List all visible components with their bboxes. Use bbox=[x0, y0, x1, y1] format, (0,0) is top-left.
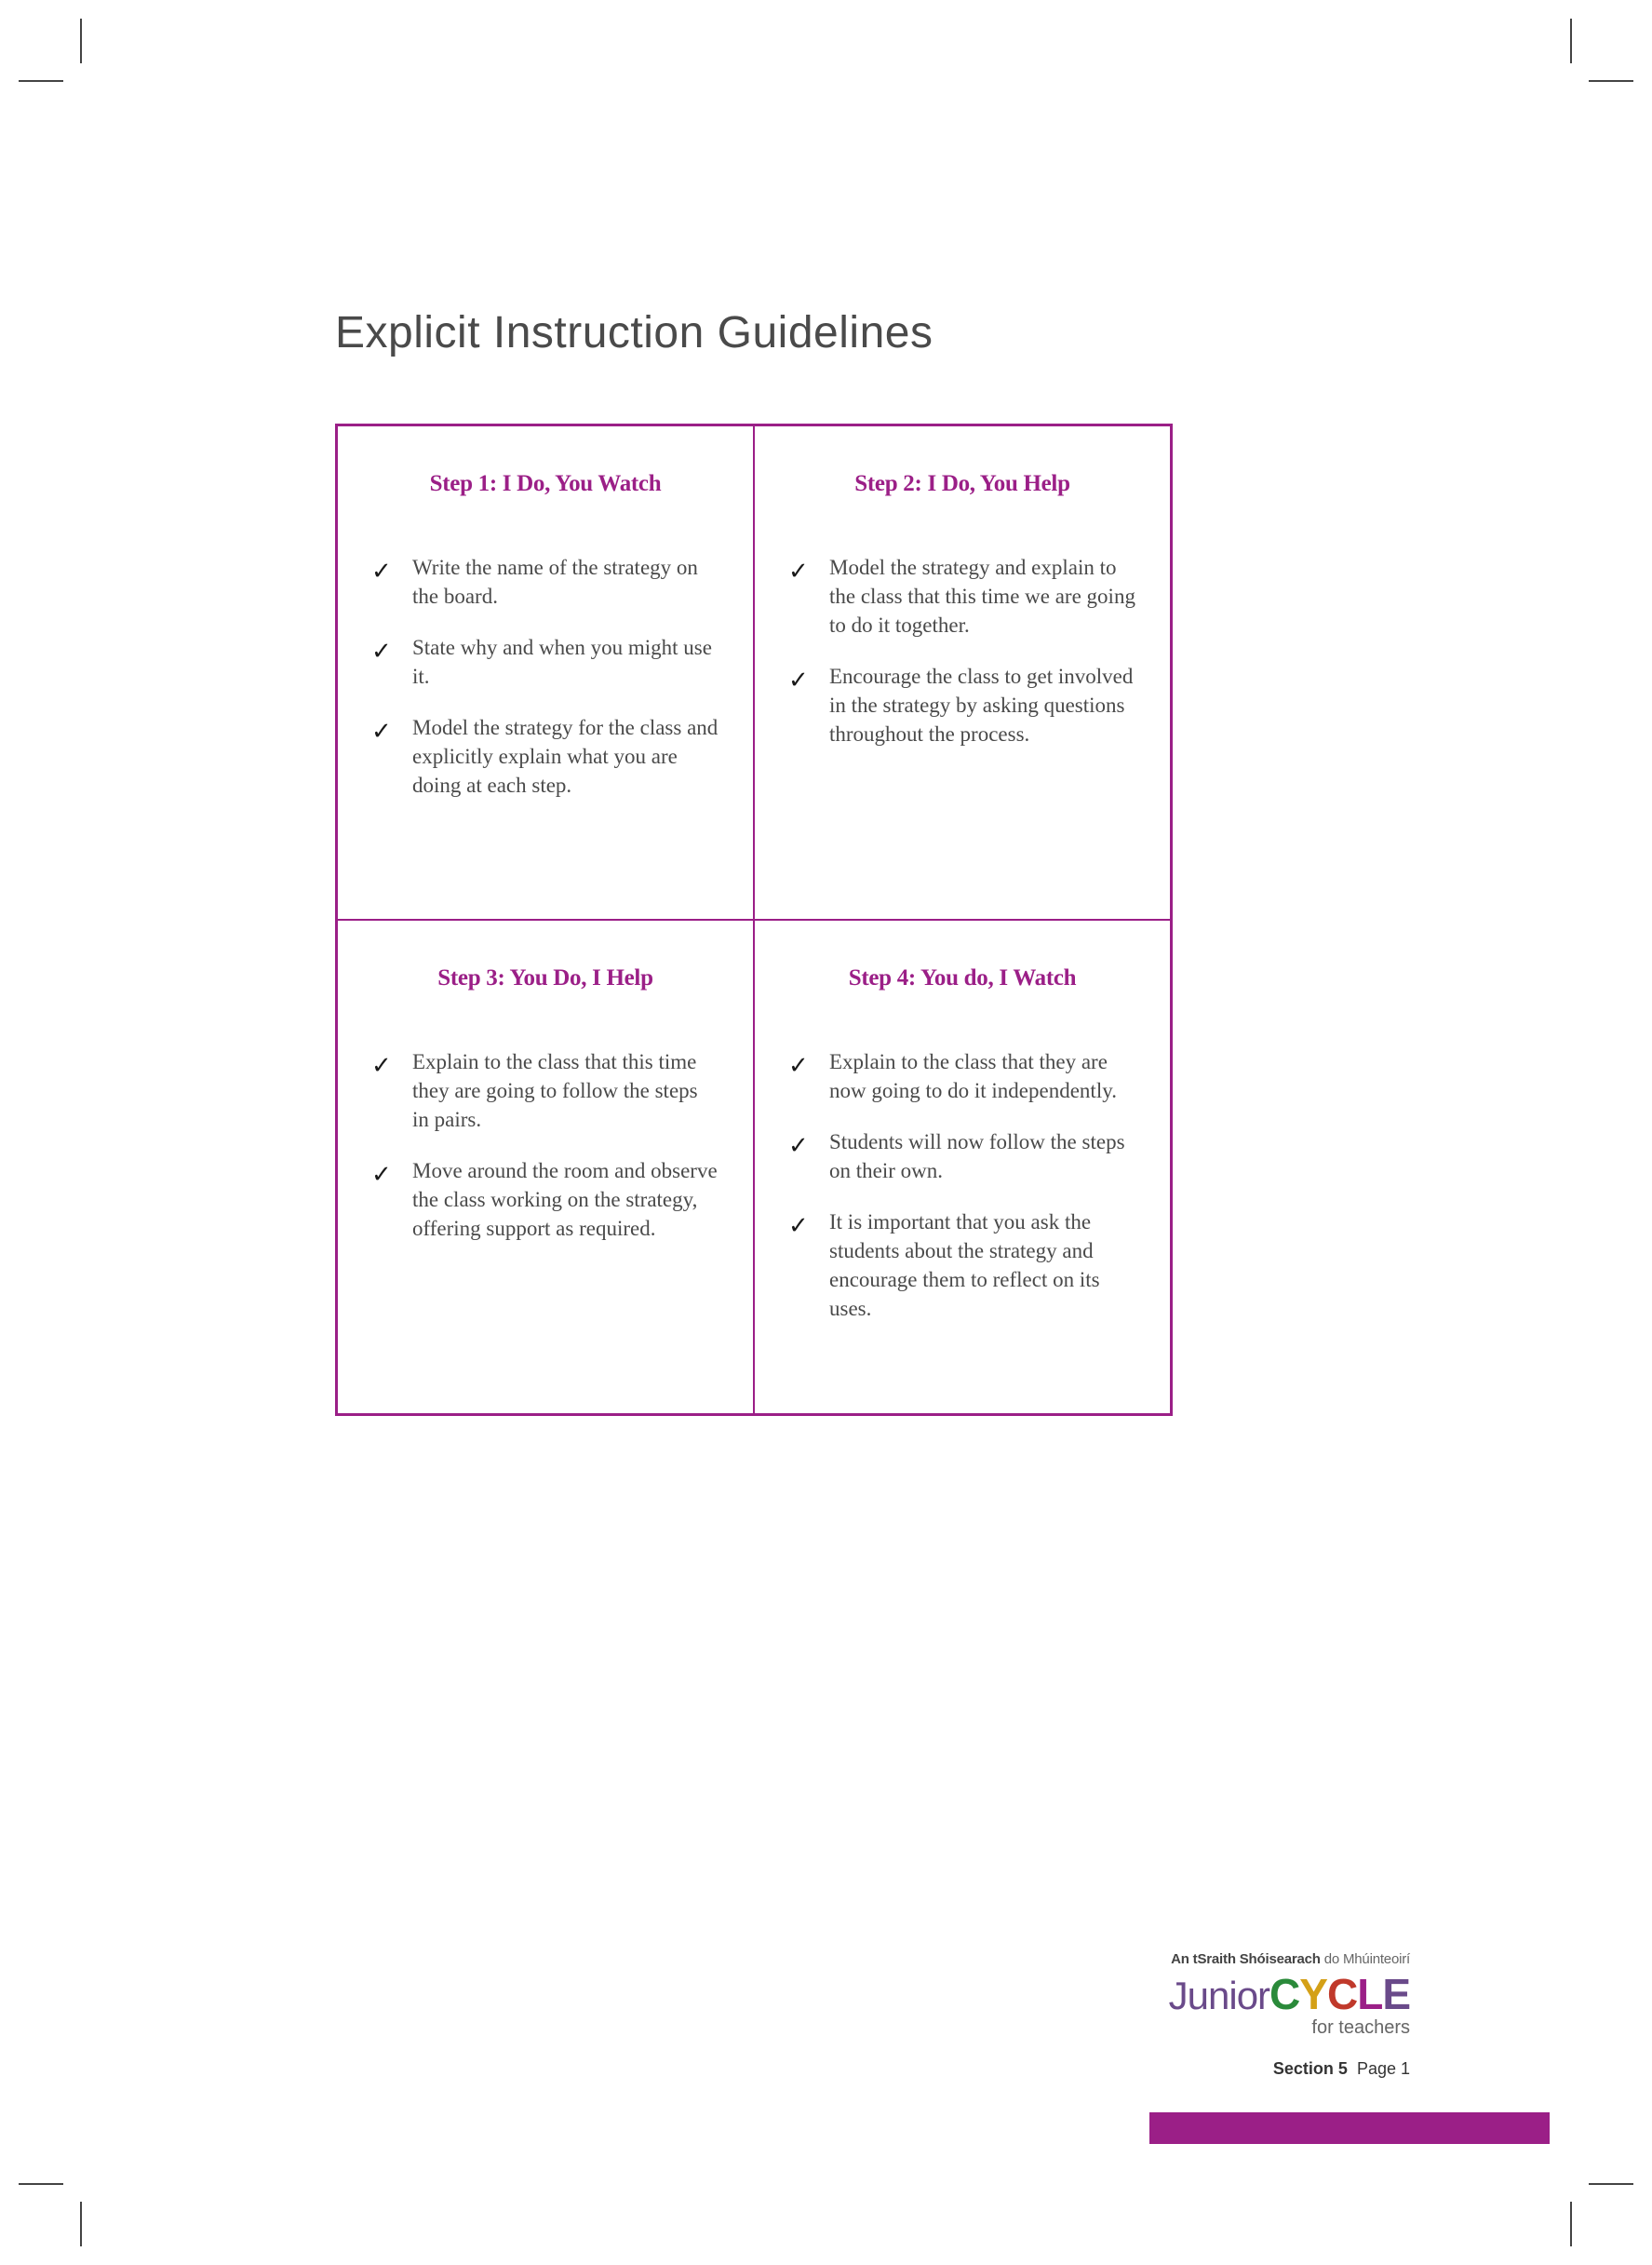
item-text: Explain to the class that they are now g… bbox=[829, 1050, 1117, 1102]
tagline-irish: An tSraith Shóisearach do Mhúinteoirí bbox=[1169, 1951, 1410, 1967]
crop-mark bbox=[1589, 80, 1633, 82]
crop-mark bbox=[19, 2183, 63, 2185]
crop-mark bbox=[1589, 2183, 1633, 2185]
steps-grid: Step 1: I Do, You Watch ✓ Write the name … bbox=[335, 424, 1173, 1416]
check-icon: ✓ bbox=[788, 1049, 809, 1082]
page-label: Page 1 bbox=[1357, 2059, 1410, 2078]
list-item: ✓ State why and when you might use it. bbox=[371, 633, 719, 691]
step-cell-1: Step 1: I Do, You Watch ✓ Write the name … bbox=[338, 426, 754, 920]
item-text: Explain to the class that this time they… bbox=[412, 1050, 698, 1131]
footer-accent-bar bbox=[1149, 2112, 1550, 2144]
list-item: ✓ Move around the room and observe the cl… bbox=[371, 1156, 719, 1243]
list-item: ✓ Explain to the class that they are now … bbox=[788, 1047, 1136, 1105]
section-page-label: Section 5 Page 1 bbox=[1169, 2059, 1410, 2079]
for-teachers-label: for teachers bbox=[1169, 2017, 1410, 2039]
item-text: Write the name of the strategy on the bo… bbox=[412, 556, 698, 608]
content-area: Explicit Instruction Guidelines Step 1: … bbox=[335, 307, 1173, 1416]
page-title: Explicit Instruction Guidelines bbox=[335, 307, 1173, 358]
check-icon: ✓ bbox=[371, 715, 392, 748]
logo-junior: Junior bbox=[1169, 1974, 1269, 2017]
check-icon: ✓ bbox=[788, 1209, 809, 1242]
logo-letter: L bbox=[1357, 1970, 1382, 2018]
check-icon: ✓ bbox=[788, 664, 809, 696]
list-item: ✓ Model the strategy for the class and ex… bbox=[371, 713, 719, 800]
junior-cycle-logo: JuniorCYCLE bbox=[1169, 1973, 1410, 2016]
item-text: Move around the room and observe the cla… bbox=[412, 1159, 718, 1240]
check-icon: ✓ bbox=[371, 1049, 392, 1082]
step-items: ✓ Model the strategy and explain to the c… bbox=[788, 553, 1136, 748]
list-item: ✓ Model the strategy and explain to the c… bbox=[788, 553, 1136, 640]
crop-mark bbox=[80, 2202, 82, 2246]
logo-letter: Y bbox=[1299, 1970, 1327, 2018]
tagline-prefix: An tSraith Shóisearach bbox=[1171, 1951, 1321, 1967]
crop-mark bbox=[19, 80, 63, 82]
check-icon: ✓ bbox=[788, 555, 809, 587]
item-text: It is important that you ask the student… bbox=[829, 1210, 1100, 1320]
item-text: Encourage the class to get involved in t… bbox=[829, 665, 1133, 746]
step-cell-3: Step 3: You Do, I Help ✓ Explain to the c… bbox=[338, 920, 754, 1413]
step-items: ✓ Explain to the class that they are now … bbox=[788, 1047, 1136, 1323]
step-items: ✓ Write the name of the strategy on the b… bbox=[371, 553, 719, 800]
crop-mark bbox=[1570, 2202, 1572, 2246]
step-cell-4: Step 4: You do, I Watch ✓ Explain to the … bbox=[754, 920, 1170, 1413]
item-text: State why and when you might use it. bbox=[412, 636, 712, 688]
logo-letter: E bbox=[1382, 1970, 1410, 2018]
crop-mark bbox=[1570, 19, 1572, 63]
list-item: ✓ Explain to the class that this time the… bbox=[371, 1047, 719, 1134]
item-text: Students will now follow the steps on th… bbox=[829, 1130, 1125, 1182]
list-item: ✓ It is important that you ask the studen… bbox=[788, 1207, 1136, 1323]
logo-letter: C bbox=[1327, 1970, 1357, 2018]
check-icon: ✓ bbox=[371, 555, 392, 587]
footer-block: An tSraith Shóisearach do Mhúinteoirí Ju… bbox=[1169, 1951, 1410, 2079]
step-heading: Step 2: I Do, You Help bbox=[788, 471, 1136, 497]
step-cell-2: Step 2: I Do, You Help ✓ Model the strate… bbox=[754, 426, 1170, 920]
step-heading: Step 3: You Do, I Help bbox=[371, 965, 719, 991]
list-item: ✓ Students will now follow the steps on t… bbox=[788, 1127, 1136, 1185]
check-icon: ✓ bbox=[788, 1129, 809, 1162]
check-icon: ✓ bbox=[371, 1158, 392, 1191]
list-item: ✓ Write the name of the strategy on the b… bbox=[371, 553, 719, 611]
step-items: ✓ Explain to the class that this time the… bbox=[371, 1047, 719, 1243]
item-text: Model the strategy for the class and exp… bbox=[412, 716, 718, 797]
check-icon: ✓ bbox=[371, 635, 392, 667]
list-item: ✓ Encourage the class to get involved in … bbox=[788, 662, 1136, 748]
step-heading: Step 1: I Do, You Watch bbox=[371, 471, 719, 497]
page: Explicit Instruction Guidelines Step 1: … bbox=[0, 0, 1652, 2265]
logo-letter: C bbox=[1269, 1970, 1299, 2018]
tagline-suffix: do Mhúinteoirí bbox=[1321, 1951, 1410, 1967]
step-heading: Step 4: You do, I Watch bbox=[788, 965, 1136, 991]
section-label: Section 5 bbox=[1273, 2059, 1348, 2078]
item-text: Model the strategy and explain to the cl… bbox=[829, 556, 1135, 637]
crop-mark bbox=[80, 19, 82, 63]
